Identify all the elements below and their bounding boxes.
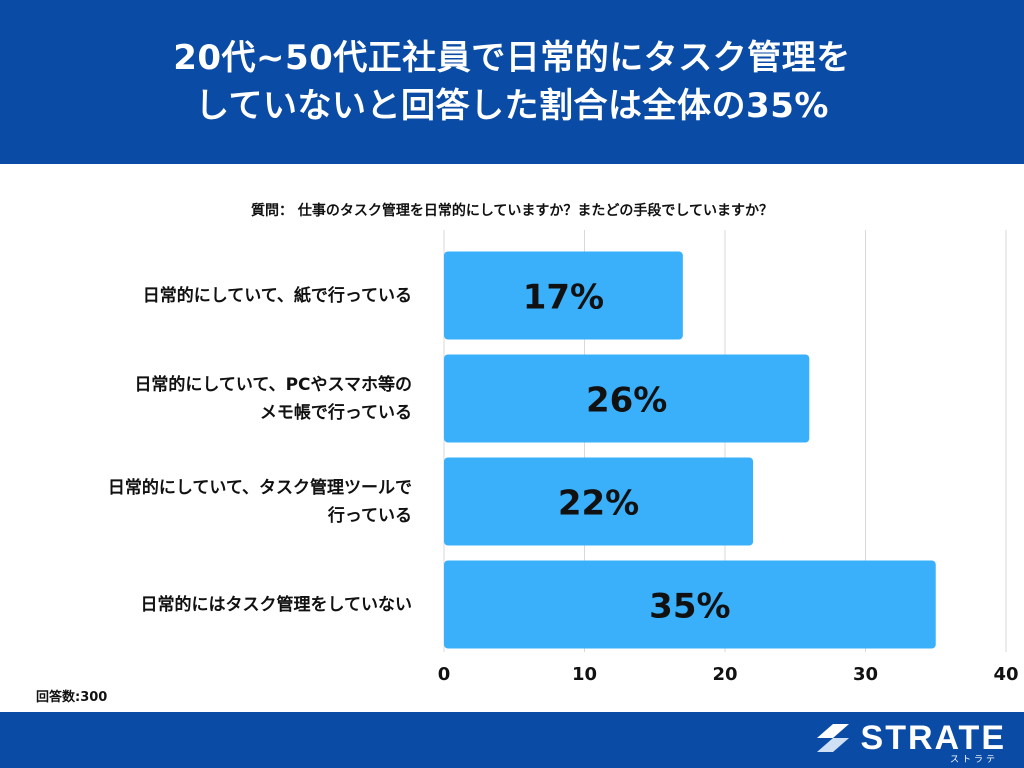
x-tick-label: 20	[712, 664, 737, 685]
title-line-1: 20代~50代正社員で日常的にタスク管理を	[173, 38, 851, 78]
strate-logo: STRATE	[813, 720, 1006, 756]
x-tick-label: 30	[853, 664, 878, 685]
bar	[444, 354, 810, 443]
title-line-2: していないと回答した割合は全体の35%	[195, 86, 829, 126]
category-label: 日常的にしていて、紙で行っている	[0, 282, 412, 310]
category-label-line: メモ帳で行っている	[259, 402, 412, 423]
x-tick-label: 10	[572, 664, 597, 685]
bar	[444, 457, 754, 546]
category-label: 日常的にはタスク管理をしていない	[0, 591, 413, 619]
category-label: 日常的にしていて、タスク管理ツールで行っている	[0, 474, 412, 530]
category-label-line: 日常的にはタスク管理をしていない	[140, 594, 413, 615]
bar-value-label: 17%	[523, 278, 604, 318]
bar	[444, 560, 936, 649]
header-banner: 20代~50代正社員で日常的にタスク管理を していないと回答した割合は全体の35…	[0, 0, 1024, 164]
category-label-line: 日常的にしていて、紙で行っている	[142, 285, 412, 306]
bar-value-label: 26%	[586, 381, 667, 421]
category-label-line: 行っている	[327, 505, 412, 526]
respondent-count: 回答数:300	[36, 690, 108, 705]
bar	[444, 251, 683, 340]
category-label-line: 日常的にしていて、PCやスマホ等の	[134, 374, 412, 395]
x-tick-label: 0	[438, 664, 451, 685]
footer-banner: STRATE ストラテ	[0, 712, 1024, 768]
bar-chart: 0 10 20 30 40 17% 26% 22% 35%	[438, 230, 1019, 685]
logo-wordmark: STRATE	[860, 719, 1006, 757]
logo-subtext: ストラテ	[949, 755, 998, 765]
bar-value-label: 35%	[649, 587, 730, 627]
question-text: 質問： 仕事のタスク管理を日常的にしていますか？またどの手段でしていますか？	[250, 203, 774, 219]
bar-value-label: 22%	[558, 484, 639, 524]
strate-logo-icon	[816, 724, 849, 752]
category-label: 日常的にしていて、PCやスマホ等のメモ帳で行っている	[0, 371, 412, 427]
category-label-line: 日常的にしていて、タスク管理ツールで	[107, 477, 412, 498]
x-tick-label: 40	[993, 664, 1018, 685]
